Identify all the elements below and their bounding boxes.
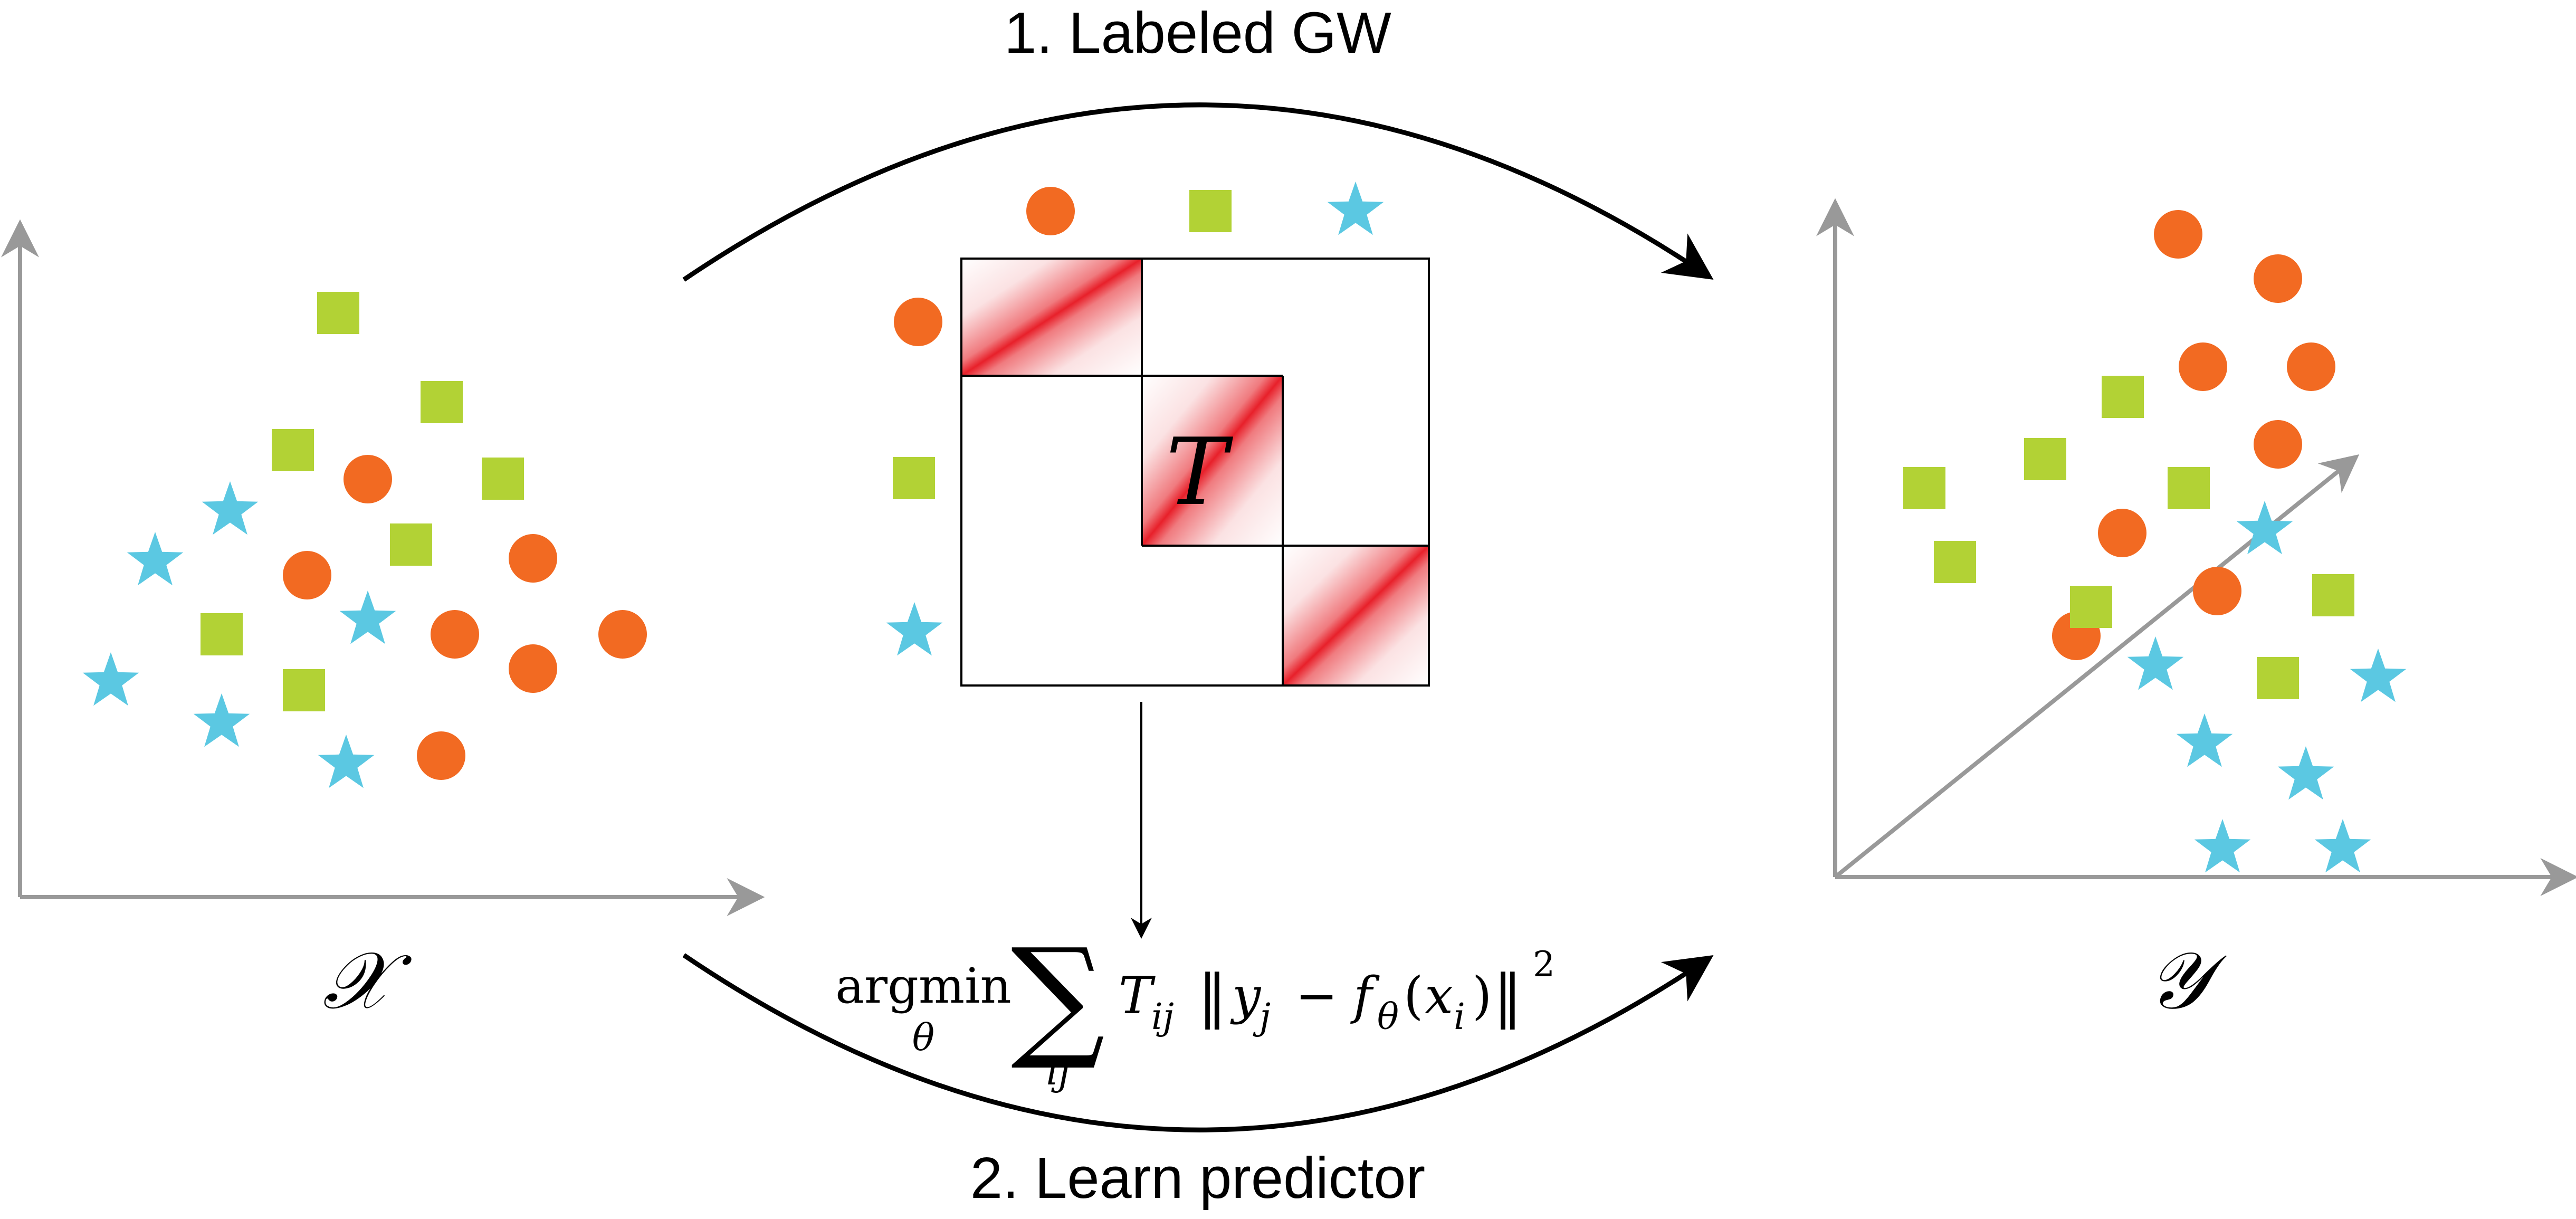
source-square-point [317,292,359,334]
source-star-point [202,481,259,535]
source-square-point [482,458,524,500]
target-star-point [2194,819,2251,873]
target-symbol: y [1230,966,1262,1025]
source-circle-point [417,731,465,780]
target-square-point [2102,376,2144,418]
source-square-point [201,613,243,655]
target-circle-point [2193,567,2241,615]
source-star-point [127,532,184,586]
target-star-point [2350,649,2407,702]
row-square-marker [893,457,935,499]
source-square-point [272,429,314,471]
input-subscript: i [1454,996,1465,1038]
target-circle-point [2098,509,2146,557]
target-square-point [2168,467,2210,509]
source-square-point [390,523,432,566]
source-star-point [339,591,396,644]
target-star-point [2277,746,2334,800]
target-star-point [2176,713,2233,767]
target-square-point [1934,541,1976,583]
source-square-point [421,381,463,423]
source-star-point [318,735,375,788]
top-arrow [682,102,1714,282]
target-square-point [2312,574,2354,616]
source-circle-point [283,551,331,599]
argmin-operator: argmin [835,958,1012,1014]
predictor-symbol: f [1350,966,1380,1025]
column-square-marker [1189,190,1232,232]
norm-open: ‖ [1198,962,1227,1030]
weight-symbol: T [1119,966,1156,1025]
matrix-block [1142,376,1283,546]
source-circle-point [431,610,479,659]
source-star-point [82,652,139,706]
target-star-point [2127,636,2184,690]
column-circle-marker [1026,187,1075,235]
target-circle-point [2287,342,2335,391]
matrix-block [1283,546,1429,685]
source-circle-point [344,455,392,503]
source-circle-point [598,610,647,659]
row-circle-marker [894,298,942,346]
power-exponent: 2 [1533,944,1555,985]
paren-close: ) [1472,966,1492,1025]
source-space-label: 𝒳 [322,935,412,1027]
source-square-point [283,669,325,711]
target-circle-point [2254,420,2302,469]
target-square-point [2257,657,2299,699]
step2-label: 2. Learn predictor [970,1146,1425,1211]
target-square-point [2024,438,2066,480]
minus-sign: − [1295,966,1338,1025]
step1-label: 1. Labeled GW [1004,1,1391,65]
target-space-label: 𝒴 [2147,935,2227,1027]
predictor-subscript: θ [1377,996,1399,1038]
matrix-label: T [1166,419,1234,526]
bottom-arrow [682,953,1714,1132]
paren-open: ( [1404,966,1423,1025]
matrix-outline [960,258,1430,687]
target-star-point [2314,819,2371,873]
objective-formula: argmin θ ∑ ij T ij ‖ y j − f θ ( x i ) ‖… [835,920,1555,1093]
sum-symbol: ∑ [1011,920,1105,1073]
target-circle-point [2254,254,2302,303]
column-star-marker [1327,182,1384,235]
coupling-matrix: T [886,182,1430,939]
target-circle-point [2154,210,2202,259]
source-circle-point [509,644,557,693]
matrix-block [961,259,1142,376]
weight-subscript: ij [1151,996,1174,1038]
target-space-plot: 𝒴 [1816,198,2576,1027]
norm-close: ‖ [1493,962,1522,1030]
target-square-point [1903,467,1945,509]
source-space-plot: 𝒳 [1,219,765,1027]
input-symbol: x [1425,966,1453,1025]
source-circle-point [509,534,557,583]
source-star-point [193,693,250,747]
row-star-marker [886,602,943,656]
argmin-subscript: θ [912,1016,934,1059]
sum-subscript: ij [1046,1049,1070,1093]
target-square-point [2070,586,2112,628]
target-circle-point [2179,342,2227,391]
